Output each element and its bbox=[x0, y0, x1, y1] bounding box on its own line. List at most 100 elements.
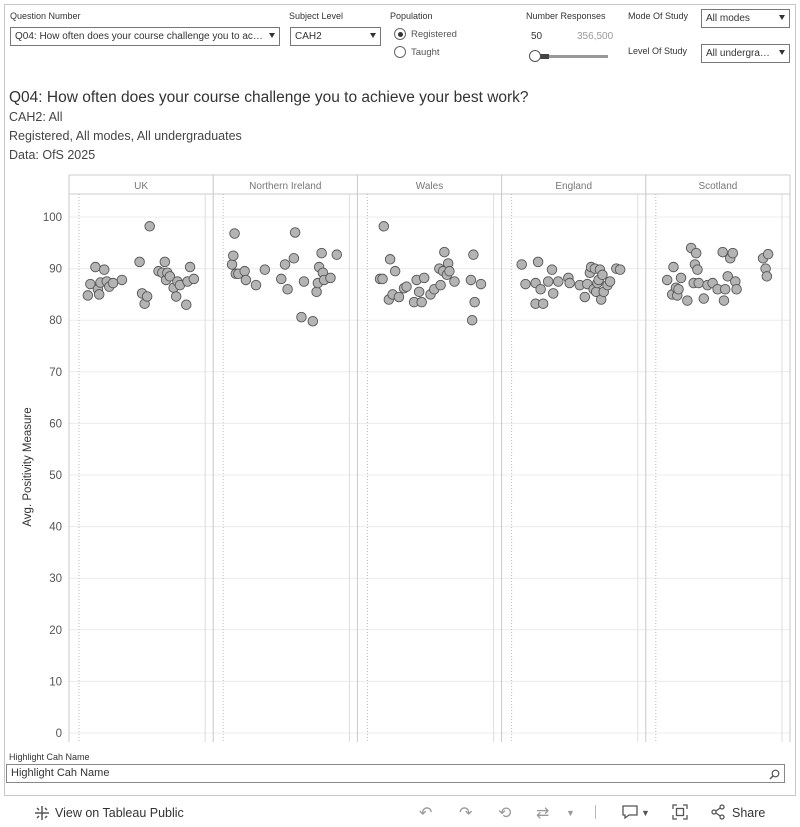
scatter-point bbox=[325, 272, 336, 284]
scatter-point bbox=[682, 295, 693, 306]
redo-icon[interactable]: ↷ bbox=[459, 805, 473, 822]
scatter-point bbox=[542, 276, 554, 287]
scatter-point bbox=[717, 246, 728, 258]
scatter-point bbox=[296, 311, 307, 323]
view-on-tableau-public-link[interactable]: View on Tableau Public bbox=[55, 806, 184, 820]
scatter-point bbox=[107, 277, 119, 289]
level-of-study-dropdown[interactable]: All undergraduates bbox=[701, 44, 790, 63]
chevron-down-icon bbox=[779, 15, 785, 20]
population-radio-registered[interactable]: Registered bbox=[394, 28, 457, 40]
y-tick-label: 70 bbox=[49, 367, 62, 379]
number-responses-slider-track[interactable] bbox=[531, 55, 608, 58]
refresh-icon[interactable]: ⇄ bbox=[536, 805, 550, 822]
scatter-point bbox=[579, 291, 591, 303]
highlight-cah-search[interactable]: Highlight Cah Name bbox=[6, 764, 785, 783]
subtitle-filters: Registered, All modes, All undergraduate… bbox=[9, 129, 242, 143]
scatter-point bbox=[535, 283, 546, 295]
page-title: Q04: How often does your course challeng… bbox=[9, 89, 529, 106]
number-responses-label: Number Responses bbox=[526, 11, 606, 21]
question-number-label: Question Number bbox=[10, 11, 81, 21]
y-tick-label: 30 bbox=[49, 573, 62, 585]
scatter-point bbox=[718, 295, 730, 306]
scatter-point bbox=[289, 227, 301, 238]
scatter-point bbox=[727, 247, 739, 259]
scatter-point bbox=[692, 264, 703, 275]
number-responses-max-clip: 356,500 bbox=[577, 31, 618, 45]
comment-icon[interactable] bbox=[621, 804, 639, 820]
chevron-down-icon[interactable]: ▼ bbox=[641, 808, 650, 818]
number-responses-min: 50 bbox=[531, 31, 543, 42]
y-tick-label: 100 bbox=[43, 212, 62, 224]
number-responses-slider-handle[interactable] bbox=[529, 50, 541, 62]
scatter-point bbox=[93, 289, 105, 300]
scatter-point bbox=[675, 272, 687, 284]
highlight-search-text: Highlight Cah Name bbox=[11, 767, 110, 779]
scatter-point bbox=[564, 277, 575, 289]
scatter-point bbox=[444, 265, 455, 277]
scatter-point bbox=[719, 283, 731, 295]
scatter-point bbox=[762, 248, 774, 260]
scatter-point bbox=[279, 259, 291, 270]
scatter-point bbox=[170, 291, 182, 302]
question-number-dropdown[interactable]: Q04: How often does your course challeng… bbox=[10, 27, 280, 46]
scatter-point bbox=[134, 256, 145, 268]
mode-of-study-dropdown[interactable]: All modes bbox=[701, 9, 790, 28]
scatter-point bbox=[698, 293, 710, 304]
panel-header-northern-ireland: Northern Ireland bbox=[249, 181, 321, 192]
radio-selected-icon bbox=[394, 28, 406, 40]
population-radio-taught[interactable]: Taught bbox=[394, 46, 440, 58]
scatter-point bbox=[85, 278, 96, 290]
panel-header-uk: UK bbox=[134, 181, 148, 192]
scatter-point bbox=[141, 291, 153, 302]
scatter-point bbox=[439, 246, 450, 258]
scatter-point bbox=[90, 261, 101, 273]
scatter-point bbox=[298, 276, 310, 287]
subject-level-dropdown[interactable]: CAH2 bbox=[290, 27, 381, 46]
scatter-point bbox=[546, 264, 558, 275]
toolbar-divider bbox=[595, 805, 596, 819]
scatter-point bbox=[316, 247, 327, 259]
scatter-point bbox=[116, 274, 128, 286]
mode-of-study-label: Mode Of Study bbox=[628, 11, 689, 21]
y-tick-label: 80 bbox=[49, 315, 62, 327]
y-tick-label: 60 bbox=[49, 418, 62, 430]
scatter-point bbox=[597, 269, 608, 281]
y-tick-label: 50 bbox=[49, 470, 62, 482]
scatter-point bbox=[98, 264, 110, 275]
fullscreen-icon[interactable] bbox=[672, 804, 688, 820]
share-icon[interactable] bbox=[710, 804, 726, 820]
scatter-point bbox=[311, 286, 322, 298]
scatter-point bbox=[604, 276, 616, 287]
scatter-point bbox=[82, 290, 94, 301]
radio-label-registered: Registered bbox=[411, 28, 457, 40]
scatter-point bbox=[144, 221, 155, 232]
panel-header-wales: Wales bbox=[416, 181, 443, 192]
scatter-point bbox=[239, 265, 250, 277]
undo-icon[interactable]: ↶ bbox=[419, 805, 433, 822]
scatter-point bbox=[276, 273, 287, 285]
scatter-point bbox=[547, 288, 559, 299]
scatter-point bbox=[516, 259, 527, 270]
scatter-point bbox=[282, 283, 293, 295]
panel-header-england: England bbox=[555, 181, 592, 192]
scatter-point bbox=[532, 256, 544, 268]
scatter-point bbox=[520, 278, 531, 290]
subtitle-subject: CAH2: All bbox=[9, 110, 63, 124]
y-tick-label: 20 bbox=[49, 625, 62, 637]
scatter-point bbox=[378, 221, 390, 232]
y-axis-title: Avg. Positivity Measure bbox=[22, 407, 34, 526]
radio-unselected-icon bbox=[394, 46, 406, 58]
y-tick-label: 90 bbox=[49, 264, 62, 276]
chevron-down-icon[interactable]: ▼ bbox=[566, 808, 575, 818]
scatter-point bbox=[393, 291, 405, 303]
scatter-point bbox=[468, 249, 479, 260]
chevron-down-icon bbox=[269, 33, 275, 38]
scatter-point bbox=[668, 261, 679, 273]
scatter-point bbox=[250, 279, 262, 291]
scatter-point bbox=[413, 286, 425, 298]
share-button[interactable]: Share bbox=[732, 806, 766, 820]
y-tick-label: 0 bbox=[56, 728, 62, 740]
revert-icon[interactable]: ⟲ bbox=[498, 805, 512, 822]
radio-label-taught: Taught bbox=[411, 46, 440, 58]
scatter-point bbox=[377, 273, 388, 285]
